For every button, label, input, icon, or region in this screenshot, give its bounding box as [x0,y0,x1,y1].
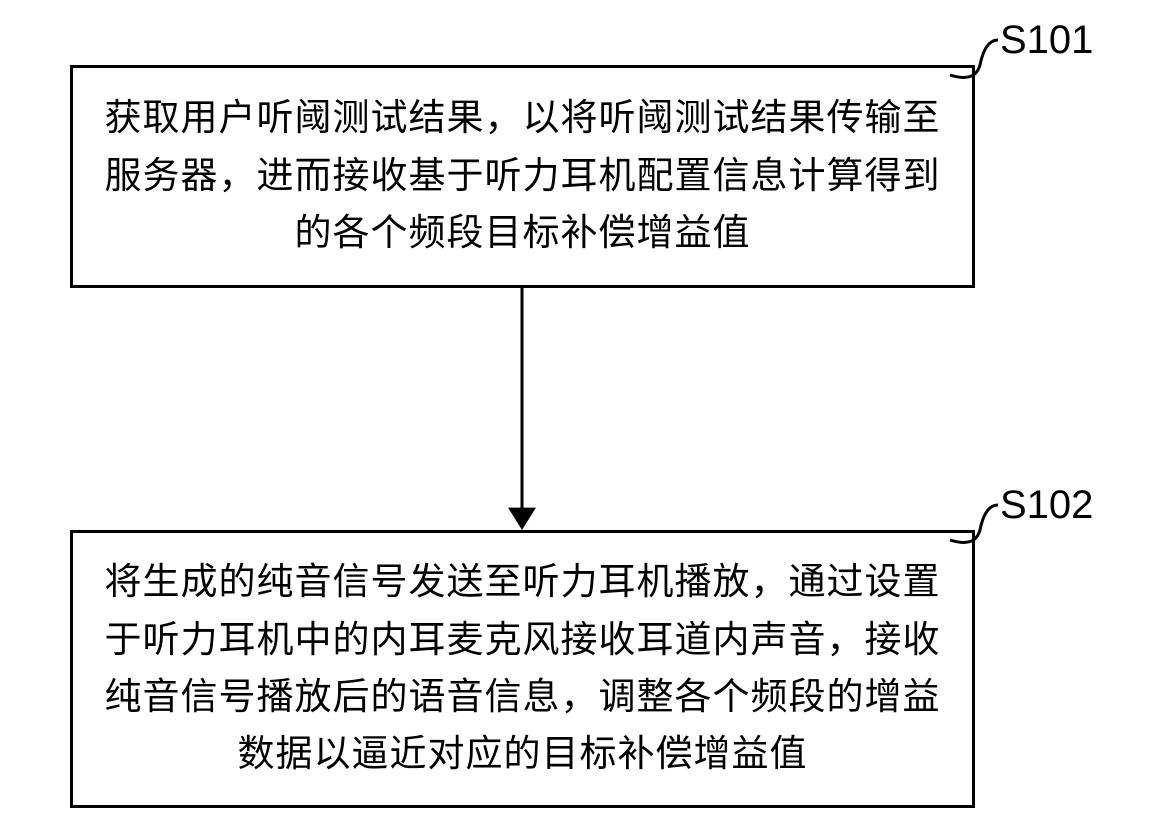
flow-node-n2: 将生成的纯音信号发送至听力耳机播放，通过设置于听力耳机中的内耳麦克风接收耳道内声… [70,530,975,808]
step-label-n1: S101 [1000,18,1093,63]
label-connector-n2 [945,495,1008,560]
flowchart-canvas: 获取用户听阈测试结果，以将听阈测试结果传输至服务器，进而接收基于听力耳机配置信息… [0,0,1149,833]
flow-node-n1: 获取用户听阈测试结果，以将听阈测试结果传输至服务器，进而接收基于听力耳机配置信息… [70,65,975,288]
step-label-n2: S102 [1000,483,1093,528]
flow-node-text: 将生成的纯音信号发送至听力耳机播放，通过设置于听力耳机中的内耳麦克风接收耳道内声… [103,554,942,783]
flow-node-text: 获取用户听阈测试结果，以将听阈测试结果传输至服务器，进而接收基于听力耳机配置信息… [103,90,942,262]
label-connector-n1 [945,30,1008,95]
arrow-n1-n2 [505,288,539,530]
